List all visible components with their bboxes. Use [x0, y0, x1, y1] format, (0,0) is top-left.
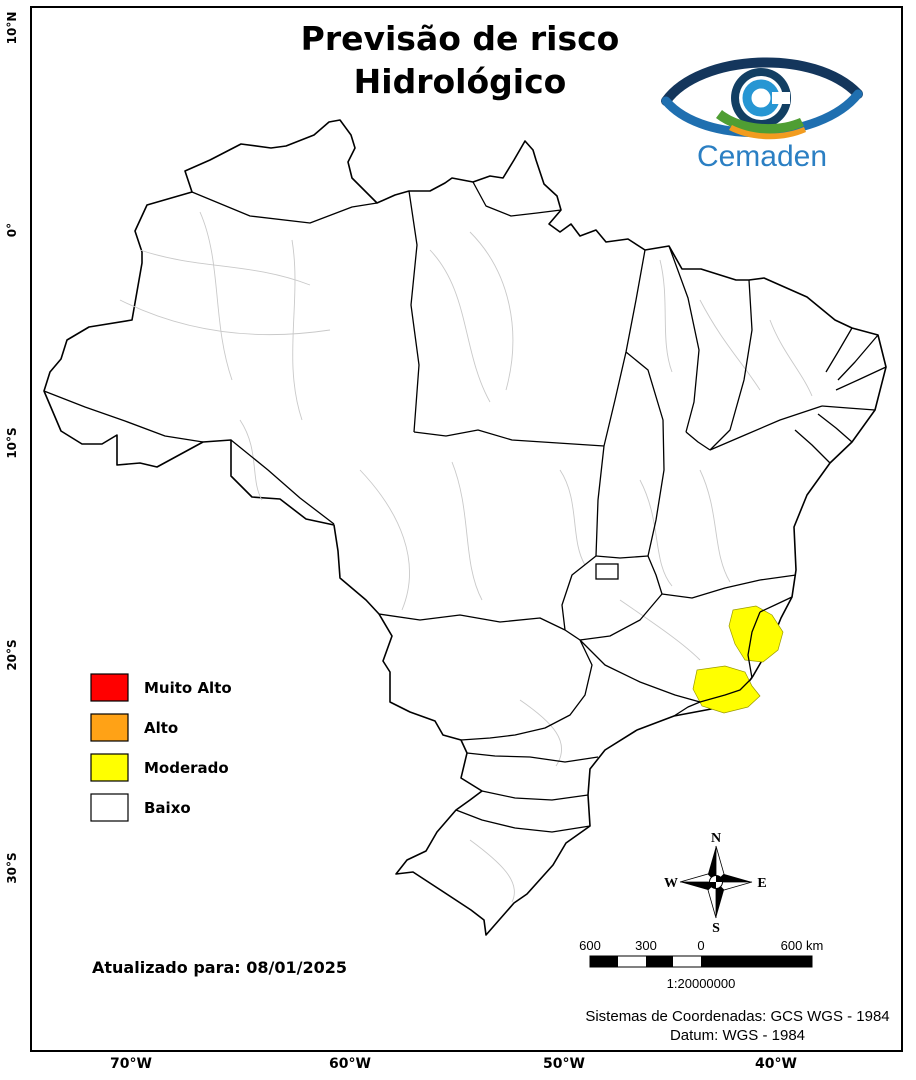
lat-label-10n: 10°N [5, 11, 19, 45]
legend-item-muito-alto: Muito Alto [90, 668, 232, 708]
legend-label-muito-alto: Muito Alto [144, 679, 232, 697]
moderado-swatch [90, 753, 129, 782]
alto-swatch [90, 713, 129, 742]
moderate-risk-regions [692, 605, 784, 714]
cemaden-wordmark: Cemaden [697, 140, 827, 173]
lat-label-30s: 30°S [5, 852, 19, 884]
map-title: Previsão de risco Hidrológico [200, 18, 720, 104]
cemaden-logo: Cemaden [661, 57, 863, 173]
updated-date-label: Atualizado para: 08/01/2025 [92, 958, 347, 977]
municipality-borders [119, 211, 813, 903]
lon-label-60w: 60°W [329, 1056, 371, 1072]
compass-rose: N E S W [664, 831, 767, 936]
scale-bar: 600 300 0 600 km 1:20000000 [579, 938, 823, 991]
scale-label-600-left: 600 [579, 938, 601, 953]
lat-label-20s: 20°S [5, 639, 19, 671]
baixo-swatch [90, 793, 129, 822]
crs-line2: Datum: WGS - 1984 [669, 1026, 806, 1044]
scale-label-300: 300 [635, 938, 657, 953]
compass-south-label: S [712, 921, 720, 936]
coordinate-system-note: Sistemas de Coordenadas: GCS WGS - 1984 … [570, 1008, 905, 1046]
distrito-federal [595, 563, 619, 580]
lat-label-0: 0° [5, 222, 19, 238]
lon-label-70w: 70°W [110, 1056, 152, 1072]
state-borders [43, 181, 887, 833]
lon-label-40w: 40°W [755, 1056, 797, 1072]
compass-west-label: W [664, 876, 678, 891]
scale-ratio: 1:20000000 [667, 976, 736, 991]
legend-label-alto: Alto [144, 719, 179, 737]
moderate-risk-region-mg-rj [692, 665, 761, 714]
scale-label-0: 0 [697, 938, 704, 953]
eye-icon [661, 57, 863, 140]
legend-item-baixo: Baixo [90, 788, 232, 828]
legend-label-baixo: Baixo [144, 799, 191, 817]
legend-item-alto: Alto [90, 708, 232, 748]
legend-label-moderado: Moderado [144, 759, 229, 777]
map-title-line1: Previsão de risco [300, 19, 620, 58]
crs-line1: Sistemas de Coordenadas: GCS WGS - 1984 [585, 1008, 890, 1025]
lon-label-50w: 50°W [543, 1056, 585, 1072]
compass-north-label: N [711, 831, 721, 846]
risk-legend: Muito Alto Alto Moderado Baixo [90, 668, 232, 828]
lat-label-10s: 10°S [5, 427, 19, 459]
legend-item-moderado: Moderado [90, 748, 232, 788]
map-title-line2: Hidrológico [353, 61, 567, 101]
scale-label-600km: 600 km [781, 938, 824, 953]
compass-east-label: E [757, 876, 766, 891]
muito-alto-swatch [90, 673, 129, 702]
